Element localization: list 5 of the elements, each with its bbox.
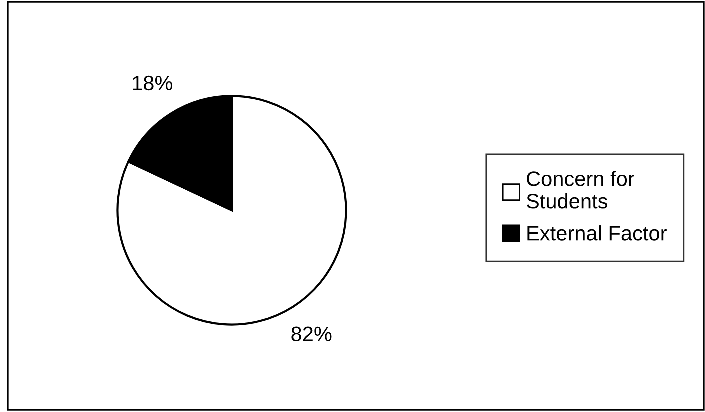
legend-label: External Factor	[528, 226, 667, 241]
data-label: 82%	[292, 326, 332, 342]
data-label: 18%	[133, 76, 172, 91]
pie-slice	[116, 95, 348, 326]
legend-label: Concern for Students	[526, 171, 634, 209]
